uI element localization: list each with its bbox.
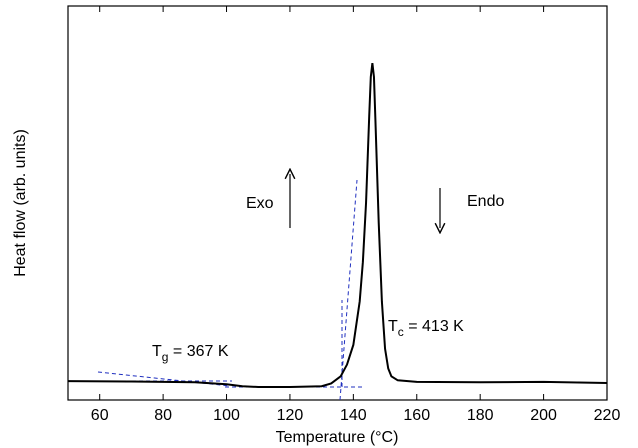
data-line (67, 63, 608, 388)
annotation: Tg = 367 K (152, 343, 229, 364)
x-tick-label: 60 (91, 407, 109, 424)
x-tick-label: 80 (154, 407, 172, 424)
y-axis-label: Heat flow (arb. units) (12, 129, 29, 277)
x-tick-label: 200 (530, 407, 557, 424)
annotation-sub: g (162, 350, 169, 364)
x-tick-label: 140 (340, 407, 367, 424)
tangent-lines (97, 179, 362, 401)
x-tick-label: 220 (594, 407, 621, 424)
annotation-part: T (152, 343, 162, 360)
annotation-part: T (388, 318, 398, 335)
x-tick-label: 100 (213, 407, 240, 424)
annotation: Tc = 413 K (388, 318, 464, 339)
annotation: Exo (246, 195, 274, 212)
x-axis-label: Temperature (°C) (276, 429, 399, 446)
annotation-part: = 367 K (168, 343, 228, 360)
x-tick-label: 120 (277, 407, 304, 424)
annotation-sub: c (398, 325, 404, 339)
x-tick-label: 160 (403, 407, 430, 424)
annotation-part: = 413 K (404, 318, 464, 335)
annotation: Endo (467, 193, 504, 210)
plot-frame (67, 5, 608, 401)
x-tick-label: 180 (467, 407, 494, 424)
